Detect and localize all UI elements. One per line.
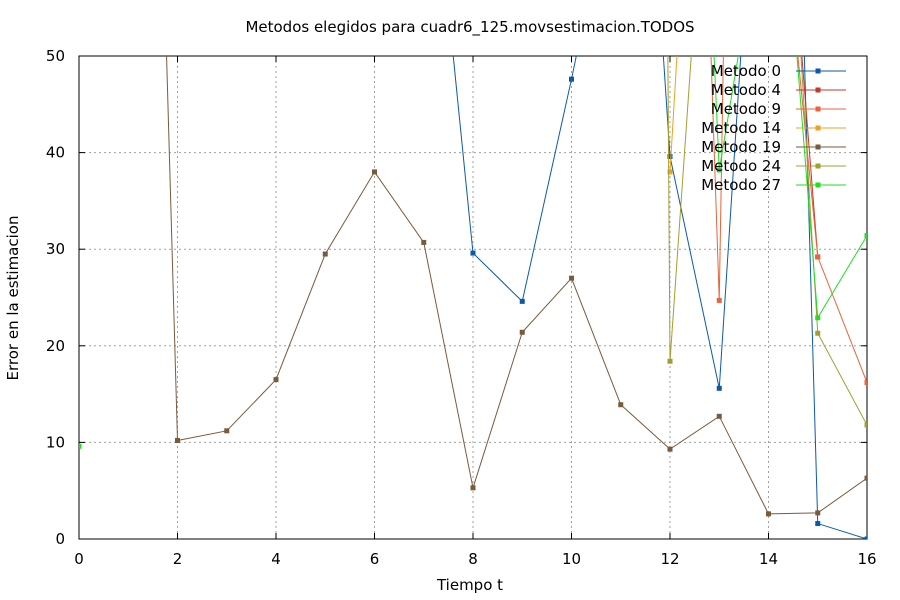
- metodo-27-point: [716, 167, 722, 173]
- metodo-19-point: [766, 511, 771, 517]
- metodo-27-line: [796, 56, 867, 320]
- y-tick-label: 30: [46, 240, 65, 258]
- x-tick-label: 10: [562, 550, 581, 568]
- metodo-0-point: [864, 536, 867, 539]
- y-tick-label: 0: [55, 530, 65, 548]
- metodo-24-line: [667, 56, 867, 426]
- legend-marker-metodo-24: [815, 163, 821, 169]
- metodo-19-point: [815, 510, 821, 516]
- legend-marker-metodo-9: [815, 106, 821, 112]
- metodo-4-line: [801, 56, 819, 257]
- metodo-27-point: [79, 443, 82, 449]
- metodo-19-point: [273, 377, 279, 383]
- legend-marker-metodo-4: [815, 87, 821, 93]
- metodo-19-point: [519, 329, 525, 335]
- metodo-19-point: [372, 169, 377, 175]
- metodo-19-point: [470, 485, 476, 491]
- metodo-0-line: [452, 56, 867, 539]
- y-tick-label: 20: [46, 337, 65, 355]
- legend-marker-metodo-19: [815, 144, 821, 150]
- x-tick-label: 2: [173, 550, 183, 568]
- legend-label-metodo-0: Metodo 0: [711, 62, 781, 80]
- metodo-9-point: [716, 297, 722, 303]
- metodo-19-point: [618, 402, 624, 408]
- x-tick-label: 0: [74, 550, 84, 568]
- y-tick-label: 10: [46, 433, 65, 451]
- metodo-19-point: [421, 239, 427, 245]
- metodo-14-line: [669, 56, 678, 172]
- metodo-19-point: [322, 251, 328, 257]
- x-tick-label: 6: [370, 550, 380, 568]
- metodo-14-point: [667, 169, 673, 175]
- x-tick-label: 14: [759, 550, 778, 568]
- x-tick-label: 4: [271, 550, 281, 568]
- legend-label-metodo-27: Metodo 27: [701, 176, 781, 194]
- chart-title: Metodos elegidos para cuadr6_125.movsest…: [245, 18, 694, 37]
- y-tick-label: 50: [46, 47, 65, 65]
- x-tick-label: 12: [660, 550, 679, 568]
- metodo-19-point: [864, 475, 867, 481]
- metodo-24-point: [864, 422, 867, 428]
- x-tick-label: 8: [468, 550, 478, 568]
- metodo-19-point: [175, 437, 180, 443]
- legend-label-metodo-24: Metodo 24: [701, 157, 781, 175]
- metodo-19-point: [224, 428, 230, 434]
- legend-marker-metodo-0: [815, 68, 821, 74]
- metodo-24-point: [815, 330, 821, 336]
- metodo-0-point: [716, 385, 722, 391]
- metodo-9-line: [710, 56, 867, 383]
- legend-marker-metodo-27: [815, 182, 821, 188]
- legend-label-metodo-19: Metodo 19: [701, 138, 781, 156]
- y-tick-label: 40: [46, 144, 65, 162]
- metodo-27-point: [815, 315, 821, 321]
- metodo-19-point: [716, 413, 722, 419]
- metodo-0-point: [519, 298, 525, 304]
- legend-label-metodo-4: Metodo 4: [711, 81, 781, 99]
- axis-ticks: 0 2 4 6 8 10 12 14 16 0 10 20 30 40 50: [46, 47, 877, 568]
- metodo-0-point: [667, 153, 673, 159]
- legend-marker-metodo-14: [815, 125, 821, 131]
- legend-label-metodo-14: Metodo 14: [701, 119, 781, 137]
- legend-label-metodo-9: Metodo 9: [711, 100, 781, 118]
- metodo-0-point: [569, 76, 574, 82]
- series-layer: [79, 56, 867, 539]
- metodo-0-point: [815, 521, 821, 527]
- grid-lines: [79, 56, 867, 539]
- metodo-0-point: [470, 250, 476, 256]
- metodo-9-point: [815, 254, 821, 260]
- metodo-19-line: [166, 56, 867, 515]
- x-axis-title: Tiempo t: [436, 576, 503, 594]
- metodo-19-point: [569, 275, 574, 281]
- metodo-9-point: [864, 380, 867, 386]
- metodo-19-point: [667, 446, 673, 452]
- y-axis-title: Error en la estimacion: [4, 216, 22, 381]
- metodo-24-point: [667, 358, 673, 364]
- x-tick-label: 16: [857, 550, 876, 568]
- metodo-27-point: [864, 233, 867, 239]
